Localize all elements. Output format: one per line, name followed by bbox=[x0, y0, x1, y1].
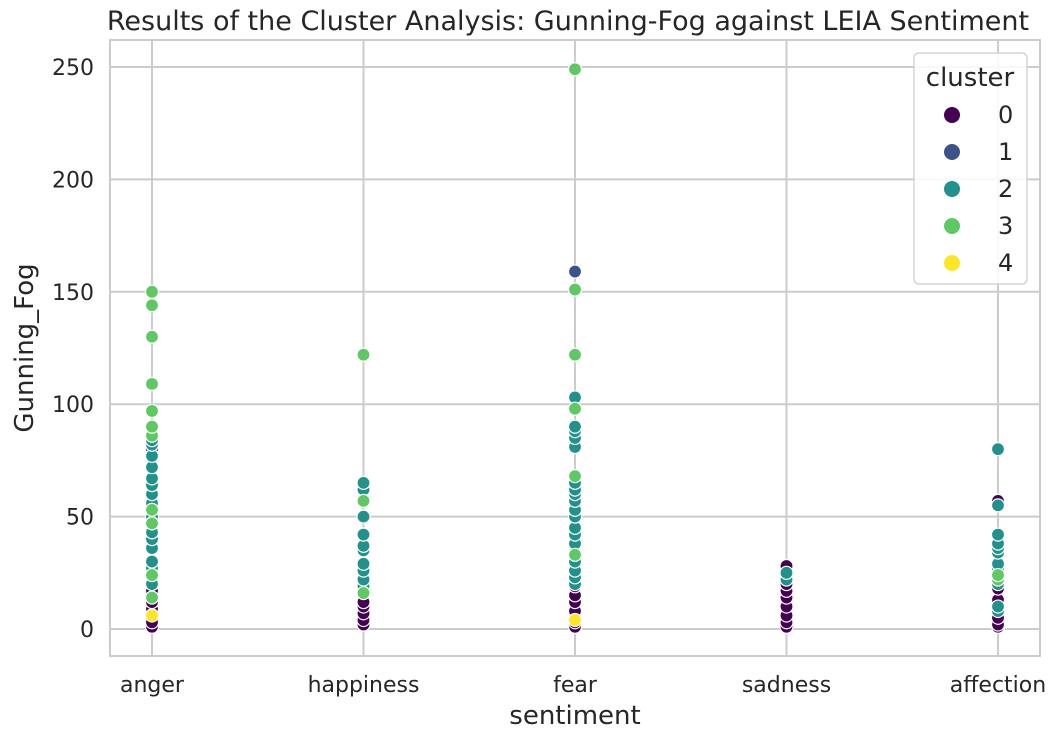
data-point-cluster-2 bbox=[144, 554, 160, 569]
data-point-cluster-3 bbox=[144, 329, 160, 344]
data-point-cluster-3 bbox=[356, 347, 371, 362]
plot-frame bbox=[109, 39, 1041, 657]
points-layer bbox=[144, 62, 1006, 634]
y-tick-label: 50 bbox=[66, 506, 94, 531]
y-tick-label: 100 bbox=[52, 393, 94, 418]
data-point-cluster-3 bbox=[567, 401, 583, 416]
legend-entries: 0 1 2 3 4 bbox=[944, 101, 1013, 277]
y-tick-label: 0 bbox=[80, 618, 94, 643]
legend: cluster 0 1 2 3 4 bbox=[913, 52, 1028, 285]
data-point-cluster-3 bbox=[356, 585, 371, 601]
legend-marker-cluster-3 bbox=[944, 218, 960, 234]
legend-marker-cluster-1 bbox=[944, 144, 960, 160]
data-point-cluster-3 bbox=[144, 403, 160, 419]
data-point-cluster-2 bbox=[990, 599, 1006, 614]
legend-label-cluster-3: 3 bbox=[998, 212, 1013, 240]
y-tick-label: 150 bbox=[52, 281, 94, 306]
data-point-cluster-3 bbox=[567, 62, 583, 77]
data-point-cluster-2 bbox=[356, 475, 371, 490]
legend-title: cluster bbox=[926, 63, 1015, 93]
data-point-cluster-2 bbox=[567, 419, 583, 434]
x-axis-label: sentiment bbox=[509, 701, 640, 731]
legend-marker-cluster-2 bbox=[944, 181, 960, 197]
legend-marker-cluster-4 bbox=[944, 255, 960, 271]
data-point-cluster-2 bbox=[356, 509, 371, 524]
data-point-cluster-3 bbox=[567, 547, 583, 562]
data-point-cluster-3 bbox=[144, 284, 160, 299]
data-point-cluster-2 bbox=[779, 565, 794, 580]
data-point-cluster-3 bbox=[144, 298, 160, 313]
legend-label-cluster-4: 4 bbox=[998, 249, 1013, 277]
data-point-cluster-3 bbox=[144, 376, 160, 392]
data-point-cluster-3 bbox=[144, 590, 160, 605]
data-point-cluster-3 bbox=[144, 516, 160, 531]
legend-marker-cluster-0 bbox=[944, 107, 960, 123]
data-point-cluster-4 bbox=[144, 608, 160, 623]
data-point-cluster-4 bbox=[567, 612, 583, 628]
legend-label-cluster-2: 2 bbox=[998, 175, 1013, 203]
data-point-cluster-2 bbox=[990, 442, 1006, 457]
legend-label-cluster-1: 1 bbox=[998, 138, 1013, 166]
data-point-cluster-3 bbox=[567, 347, 583, 362]
x-tick-label-sadness: sadness bbox=[742, 673, 831, 698]
x-tick-label-happiness: happiness bbox=[308, 673, 420, 698]
data-point-cluster-1 bbox=[567, 264, 583, 279]
chart-title: Results of the Cluster Analysis: Gunning… bbox=[107, 6, 1029, 37]
data-point-cluster-2 bbox=[356, 527, 371, 542]
axis-layer: 0 50 100 150 200 250 anger happiness fear sadness… bbox=[52, 56, 1046, 698]
data-point-cluster-3 bbox=[567, 282, 583, 297]
x-tick-label-anger: anger bbox=[120, 673, 185, 698]
data-point-cluster-3 bbox=[990, 567, 1006, 583]
y-tick-label: 250 bbox=[52, 56, 94, 81]
x-tick-label-affection: affection bbox=[950, 673, 1046, 698]
y-axis-label: Gunning_Fog bbox=[10, 263, 40, 432]
data-point-cluster-3 bbox=[356, 493, 371, 508]
data-point-cluster-3 bbox=[144, 419, 160, 434]
y-tick-label: 200 bbox=[52, 168, 94, 193]
data-point-cluster-3 bbox=[144, 502, 160, 517]
data-point-cluster-2 bbox=[990, 527, 1006, 542]
data-point-cluster-2 bbox=[990, 498, 1006, 513]
legend-label-cluster-0: 0 bbox=[998, 101, 1013, 129]
data-point-cluster-3 bbox=[144, 567, 160, 583]
legend-box bbox=[913, 52, 1028, 285]
data-point-cluster-3 bbox=[567, 469, 583, 484]
x-tick-label-fear: fear bbox=[553, 673, 598, 698]
data-point-cluster-2 bbox=[356, 556, 371, 571]
